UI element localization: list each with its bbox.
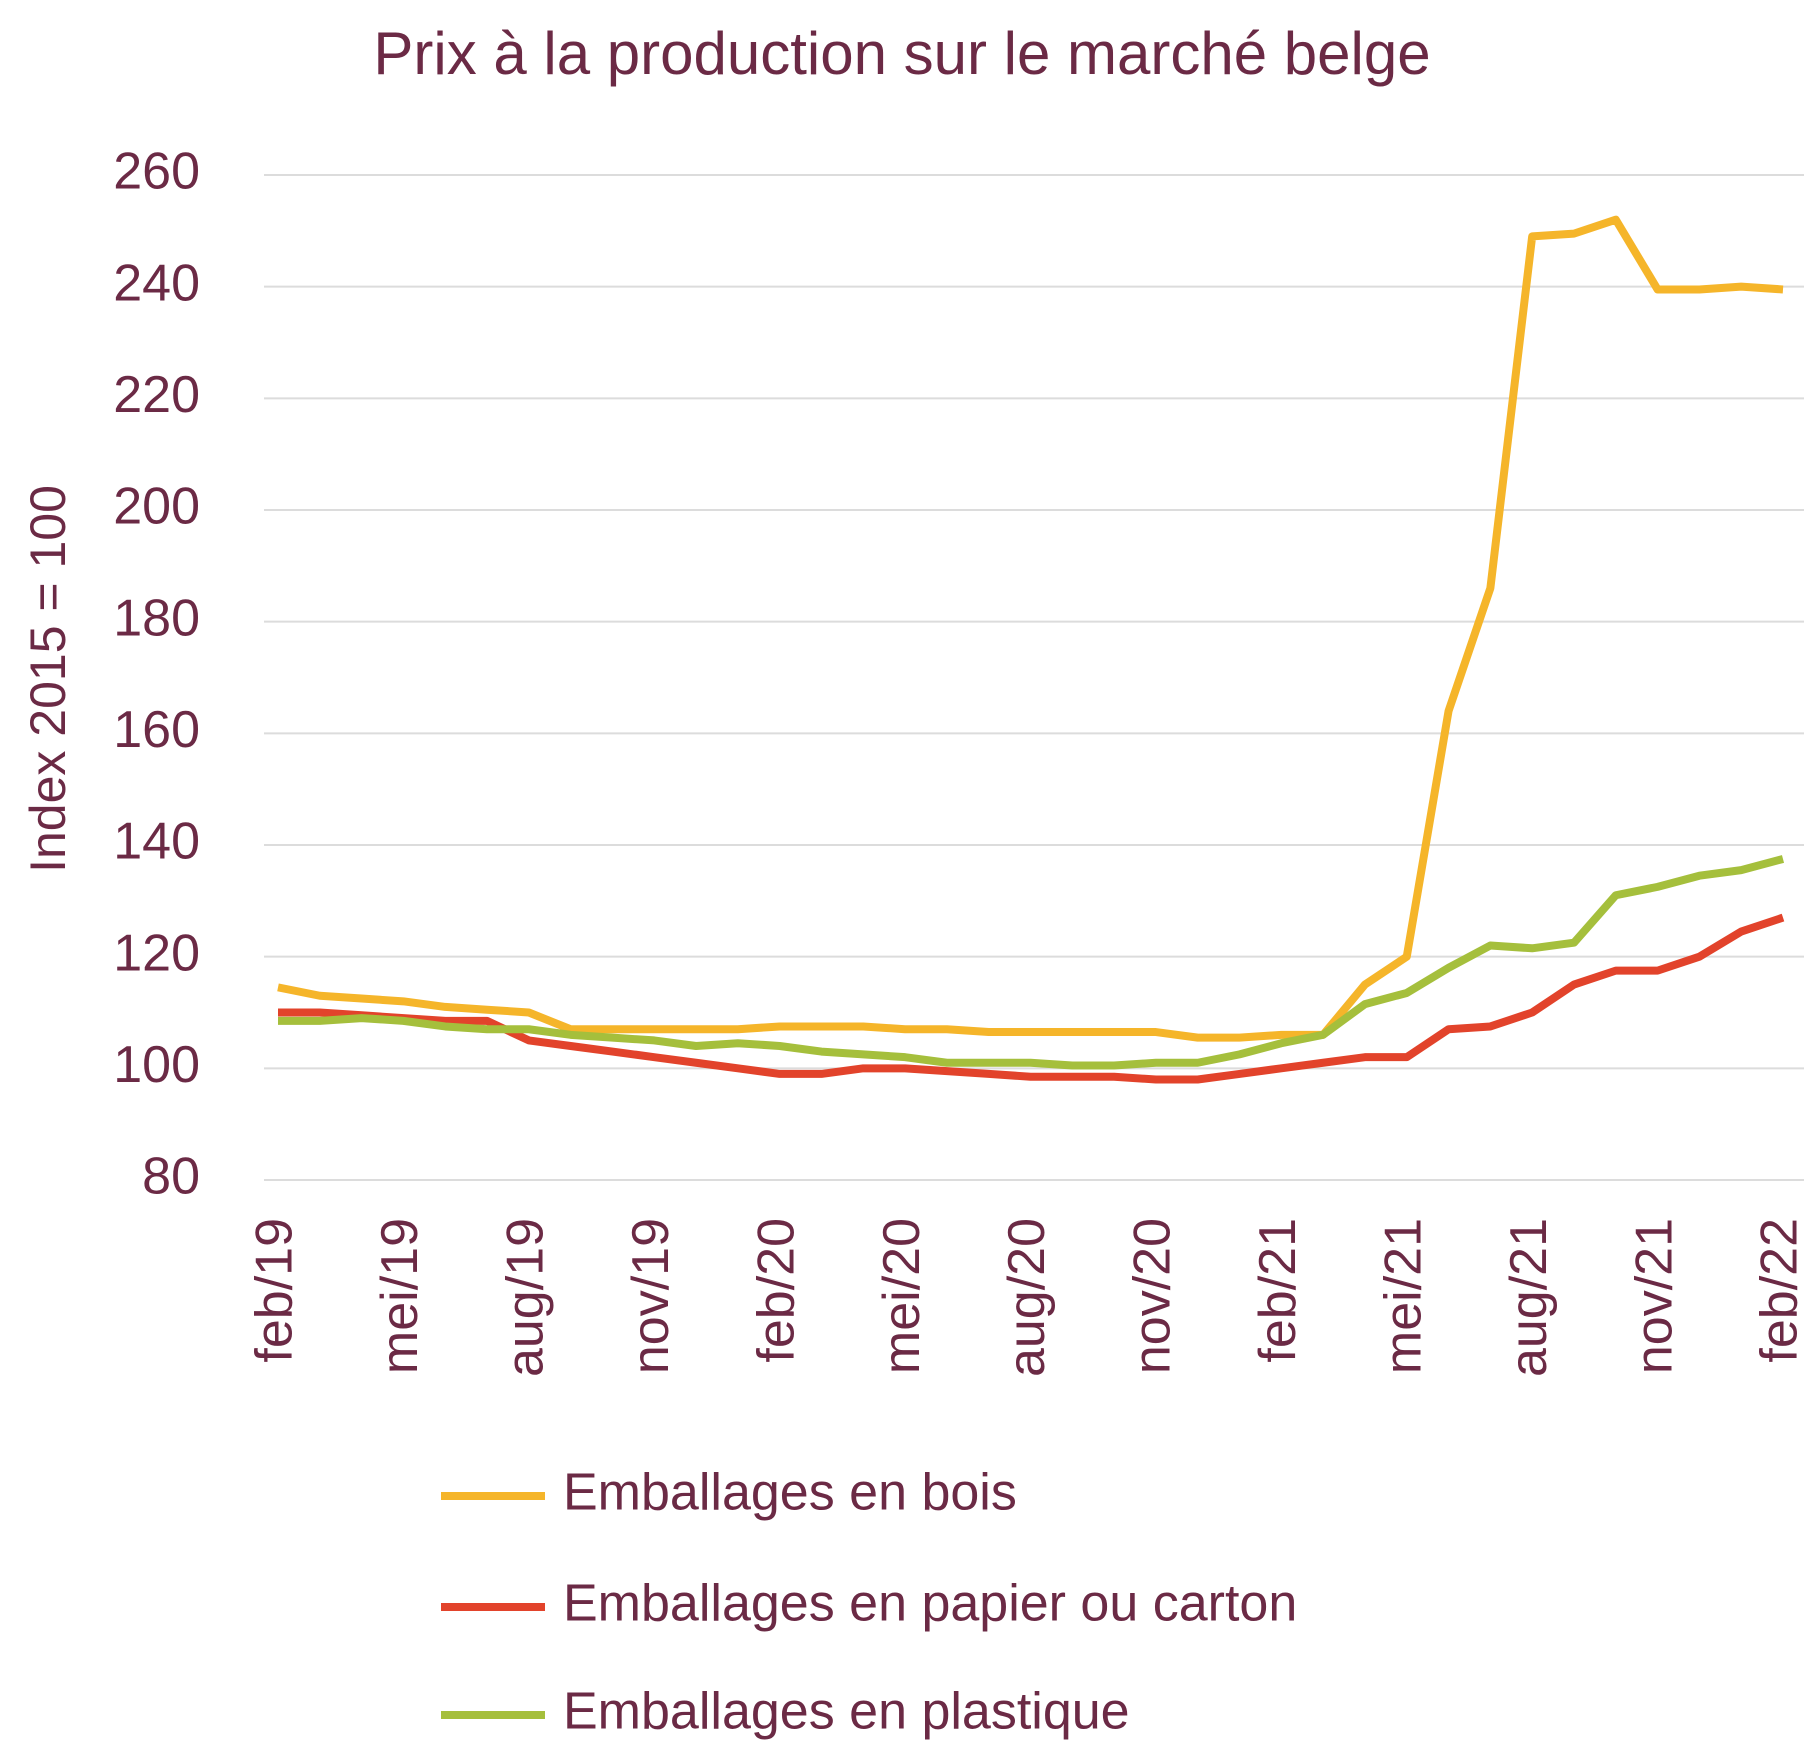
y-tick-label: 160: [113, 701, 200, 759]
y-tick-label: 80: [142, 1148, 200, 1206]
x-tick-label: mei/19: [371, 1218, 429, 1374]
x-tick-label: feb/20: [747, 1218, 805, 1363]
y-axis-label: Index 2015 = 100: [20, 485, 76, 873]
x-tick-label: nov/19: [622, 1218, 680, 1374]
chart-title: Prix à la production sur le marché belge: [373, 20, 1430, 87]
y-tick-label: 120: [113, 924, 200, 982]
x-tick-label: mei/20: [873, 1218, 931, 1374]
y-tick-label: 260: [113, 143, 200, 201]
data-line: [278, 913, 1785, 1084]
y-tick-label: 220: [113, 366, 200, 424]
y-tick-label: 140: [113, 813, 200, 871]
y-tick-label: 200: [113, 478, 200, 536]
x-tick-label: feb/21: [1249, 1218, 1307, 1363]
legend-label: Emballages en plastique: [563, 1683, 1130, 1741]
legend-label: Emballages en papier ou carton: [563, 1575, 1297, 1633]
x-tick-label: nov/20: [1124, 1218, 1182, 1374]
y-tick-label: 180: [113, 589, 200, 647]
x-tick-label: feb/19: [246, 1218, 304, 1363]
data-line: [278, 855, 1785, 1070]
x-tick-label: aug/20: [998, 1218, 1056, 1377]
data-line: [277, 215, 1784, 1042]
y-tick-label: 240: [113, 254, 200, 312]
x-tick-label: nov/21: [1625, 1218, 1683, 1374]
x-tick-label: mei/21: [1374, 1218, 1432, 1374]
legend-label: Emballages en bois: [563, 1464, 1017, 1522]
y-tick-label: 100: [113, 1036, 200, 1094]
x-tick-label: feb/22: [1751, 1218, 1809, 1363]
x-tick-label: aug/19: [497, 1218, 555, 1377]
x-tick-label: aug/21: [1500, 1218, 1558, 1377]
